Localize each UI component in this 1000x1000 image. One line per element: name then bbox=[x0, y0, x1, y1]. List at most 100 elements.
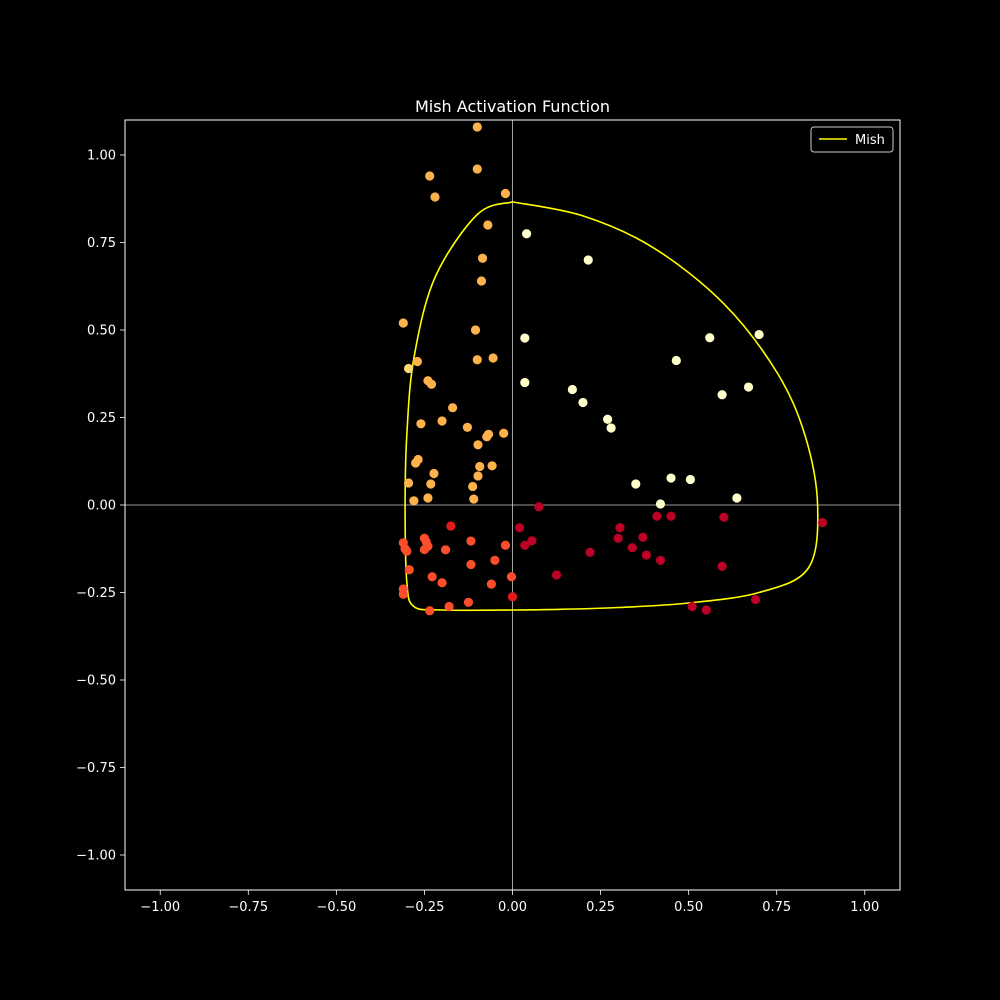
scatter-point bbox=[551, 570, 562, 580]
scatter-point bbox=[655, 555, 666, 565]
scatter-point bbox=[473, 440, 483, 450]
scatter-point bbox=[507, 592, 518, 602]
chart-title: Mish Activation Function bbox=[415, 97, 610, 116]
x-axis: −1.00 −0.75 −0.50 −0.25 0.00 0.25 0.50 0.75 1.00 bbox=[140, 890, 879, 915]
legend: Mish bbox=[810, 126, 894, 153]
scatter-point bbox=[403, 363, 414, 374]
scatter-point bbox=[521, 229, 532, 239]
scatter-point bbox=[567, 384, 577, 395]
scatter-point bbox=[817, 517, 828, 528]
scatter-point bbox=[473, 471, 483, 481]
x-tick-label: 0.75 bbox=[762, 900, 791, 915]
scatter-point bbox=[402, 546, 412, 556]
scatter-point bbox=[426, 379, 437, 389]
x-tick-label: −0.50 bbox=[316, 900, 356, 915]
scatter-point bbox=[717, 390, 727, 400]
scatter-point bbox=[398, 589, 408, 599]
scatter-point bbox=[429, 468, 439, 479]
scatter-point bbox=[398, 318, 408, 328]
scatter-point bbox=[743, 382, 754, 392]
scatter-point bbox=[527, 536, 537, 546]
scatter-point bbox=[500, 188, 511, 199]
scatter-point bbox=[631, 479, 641, 489]
scatter-point bbox=[613, 533, 623, 543]
scatter-point bbox=[416, 419, 426, 429]
scatter-point bbox=[440, 545, 451, 555]
y-tick-label: 0.50 bbox=[87, 324, 116, 339]
y-tick-label: −0.25 bbox=[76, 586, 116, 601]
x-tick-label: −0.75 bbox=[228, 900, 268, 915]
scatter-point bbox=[470, 325, 481, 335]
scatter-point bbox=[615, 523, 625, 533]
x-tick-label: −1.00 bbox=[140, 900, 180, 915]
scatter-point bbox=[578, 397, 588, 408]
scatter-point bbox=[476, 276, 487, 286]
scatter-point bbox=[412, 356, 422, 367]
y-tick-label: 0.25 bbox=[87, 411, 116, 426]
scatter-point bbox=[483, 220, 493, 230]
scatter-point bbox=[687, 601, 697, 612]
scatter-point bbox=[488, 353, 498, 363]
scatter-point bbox=[520, 333, 530, 343]
scatter-point bbox=[403, 478, 414, 488]
scatter-point bbox=[666, 473, 676, 483]
scatter-point bbox=[732, 493, 742, 503]
scatter-point bbox=[426, 479, 436, 489]
scatter-point bbox=[705, 333, 715, 343]
legend-label-mish: Mish bbox=[855, 133, 885, 148]
x-tick-label: 0.25 bbox=[586, 900, 615, 915]
scatter-point bbox=[638, 532, 648, 542]
scatter-point bbox=[425, 606, 435, 616]
y-tick-label: 0.75 bbox=[87, 236, 116, 251]
scatter-point bbox=[469, 494, 479, 504]
scatter-point bbox=[585, 547, 595, 557]
x-tick-label: 0.00 bbox=[498, 900, 527, 915]
scatter-point bbox=[427, 572, 437, 582]
scatter-point bbox=[448, 403, 458, 413]
y-tick-label: −0.75 bbox=[76, 761, 116, 776]
scatter-point bbox=[487, 461, 497, 471]
scatter-point bbox=[671, 355, 681, 366]
scatter-point bbox=[475, 461, 485, 472]
scatter-point bbox=[472, 164, 482, 174]
scatter-point bbox=[754, 329, 764, 340]
scatter-point bbox=[534, 502, 544, 512]
scatter-point bbox=[468, 481, 478, 492]
scatter-point bbox=[655, 499, 666, 509]
y-axis: −1.00 −0.75 −0.50 −0.25 0.00 0.25 0.50 0.75 1.00 bbox=[76, 149, 125, 864]
y-tick-label: −0.50 bbox=[76, 674, 116, 689]
scatter-point bbox=[472, 122, 482, 132]
scatter-point bbox=[520, 540, 530, 550]
scatter-point bbox=[520, 377, 530, 388]
scatter-point bbox=[603, 414, 613, 424]
scatter-point bbox=[446, 521, 456, 531]
mish-curve bbox=[404, 201, 819, 612]
scatter-point bbox=[717, 561, 727, 571]
scatter-point bbox=[462, 422, 473, 432]
scatter-point bbox=[404, 565, 414, 575]
scatter-points-layer bbox=[398, 122, 828, 616]
zero-lines bbox=[125, 120, 900, 890]
scatter-point bbox=[463, 597, 474, 607]
scatter-point bbox=[490, 555, 500, 565]
y-tick-label: 1.00 bbox=[87, 149, 116, 164]
legend-box bbox=[810, 126, 894, 153]
x-tick-label: −0.25 bbox=[405, 900, 445, 915]
scatter-point bbox=[750, 594, 761, 605]
scatter-point bbox=[411, 458, 421, 468]
scatter-point bbox=[627, 543, 637, 553]
scatter-point bbox=[666, 511, 676, 521]
scatter-point bbox=[486, 579, 496, 589]
scatter-point bbox=[419, 544, 430, 555]
scatter-point bbox=[423, 493, 433, 503]
y-tick-label: −1.00 bbox=[76, 849, 116, 864]
scatter-point bbox=[606, 423, 616, 433]
scatter-point bbox=[482, 432, 492, 442]
scatter-point bbox=[466, 536, 476, 546]
scatter-point bbox=[466, 559, 476, 570]
scatter-point bbox=[685, 474, 695, 485]
scatter-point bbox=[500, 540, 511, 550]
scatter-point bbox=[437, 416, 447, 426]
